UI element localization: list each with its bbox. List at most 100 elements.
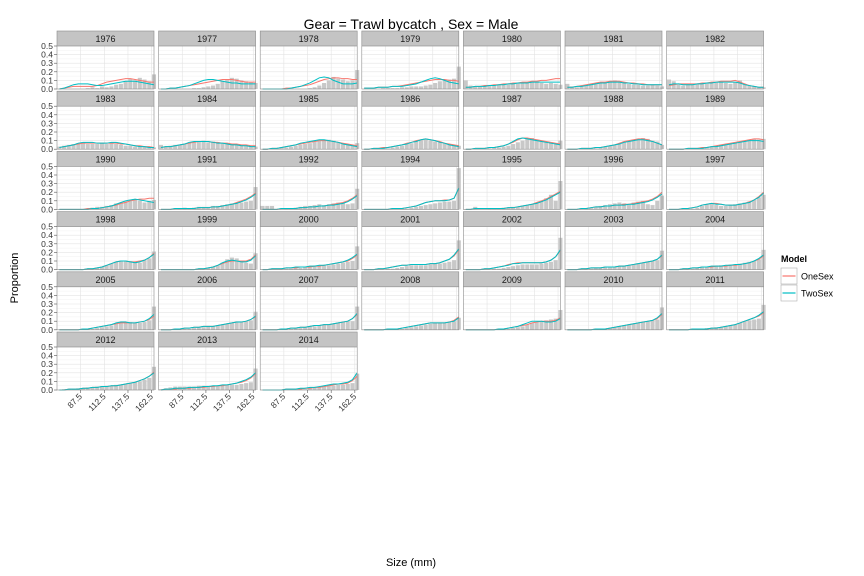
line-twosex <box>262 139 358 150</box>
bar <box>229 203 234 210</box>
bar <box>229 322 234 330</box>
panel-2004: 2004 <box>666 211 766 271</box>
bar <box>534 264 539 270</box>
bar <box>718 144 724 150</box>
panel-2014: 2014 <box>259 331 360 391</box>
panel-2003: 2003 <box>564 211 665 271</box>
bar <box>520 264 525 270</box>
bar <box>650 84 655 89</box>
panel-1991: 1991 <box>158 151 258 210</box>
line-twosex <box>465 137 561 150</box>
bar <box>520 205 525 210</box>
panel-border <box>564 226 663 270</box>
panel-border <box>259 286 358 331</box>
bar <box>317 266 322 270</box>
bar <box>57 146 62 150</box>
panel-border <box>158 226 256 270</box>
panel-1984: 1984 <box>158 90 258 150</box>
bar <box>298 267 303 270</box>
bar <box>723 82 728 89</box>
bar <box>709 328 714 330</box>
bar <box>492 268 497 270</box>
bar <box>747 201 752 210</box>
panel-1995: 1995 <box>463 151 563 210</box>
bar <box>593 267 598 270</box>
strip-label: 1989 <box>705 94 725 104</box>
bar <box>331 385 336 390</box>
strip-label: 1983 <box>95 94 115 104</box>
bar <box>390 268 395 270</box>
bar <box>544 262 549 270</box>
bar <box>234 384 239 390</box>
bar <box>128 199 133 210</box>
bar <box>529 82 535 89</box>
bar <box>626 265 631 270</box>
panel-border <box>666 226 764 270</box>
x-tick-label: 112.5 <box>86 391 108 413</box>
bar <box>506 207 511 210</box>
bar <box>225 204 230 210</box>
bar <box>442 201 447 210</box>
bar <box>747 261 752 270</box>
bar <box>612 327 617 330</box>
strip-label: 1980 <box>502 34 522 44</box>
bar <box>752 319 757 330</box>
bar <box>433 82 438 89</box>
bar <box>239 144 244 150</box>
bar <box>331 323 336 330</box>
panel-1981: 1981 <box>564 30 665 90</box>
bar <box>723 205 728 210</box>
bar <box>752 138 757 150</box>
bar <box>603 146 608 150</box>
bar <box>655 260 660 270</box>
panel-border <box>158 346 256 391</box>
bar <box>114 84 119 89</box>
bar <box>636 322 641 330</box>
panel-2013: 2013 <box>158 331 258 391</box>
bar <box>433 141 438 150</box>
bar <box>220 81 225 89</box>
bar <box>128 261 133 270</box>
y-tick-label: 0.4 <box>41 351 53 361</box>
bar <box>631 202 636 210</box>
bar <box>447 322 452 330</box>
bar <box>215 325 220 330</box>
bar <box>395 267 400 270</box>
strip-label: 2005 <box>95 275 115 285</box>
bar <box>137 77 142 89</box>
bar <box>288 328 293 330</box>
y-tick-label: 0.1 <box>41 316 53 326</box>
panel-border <box>666 166 764 210</box>
panel-border <box>56 226 155 270</box>
bar <box>244 383 249 390</box>
y-tick-label: 0.4 <box>41 170 53 180</box>
panel-border <box>56 346 155 391</box>
bar <box>340 262 346 270</box>
bar <box>447 261 452 270</box>
panel-2001: 2001 <box>361 211 461 271</box>
bar <box>414 141 419 150</box>
bar <box>381 88 386 89</box>
bar <box>622 82 627 89</box>
bar <box>303 267 308 270</box>
bar <box>423 324 428 330</box>
bar <box>192 142 197 150</box>
bar <box>718 327 724 330</box>
bar <box>525 138 530 150</box>
bar <box>655 319 660 330</box>
bar <box>399 145 405 150</box>
bar <box>641 85 646 89</box>
bar <box>655 200 660 210</box>
bar <box>423 85 428 89</box>
x-tick-label: 137.5 <box>312 391 334 413</box>
line-twosex <box>668 81 764 88</box>
bar <box>123 81 128 89</box>
bar <box>133 146 138 150</box>
line-twosex <box>668 192 764 210</box>
bar <box>534 322 539 330</box>
bar <box>90 144 95 150</box>
bar <box>288 146 293 150</box>
bar <box>307 143 312 150</box>
bar <box>437 322 442 330</box>
bar <box>90 387 95 390</box>
